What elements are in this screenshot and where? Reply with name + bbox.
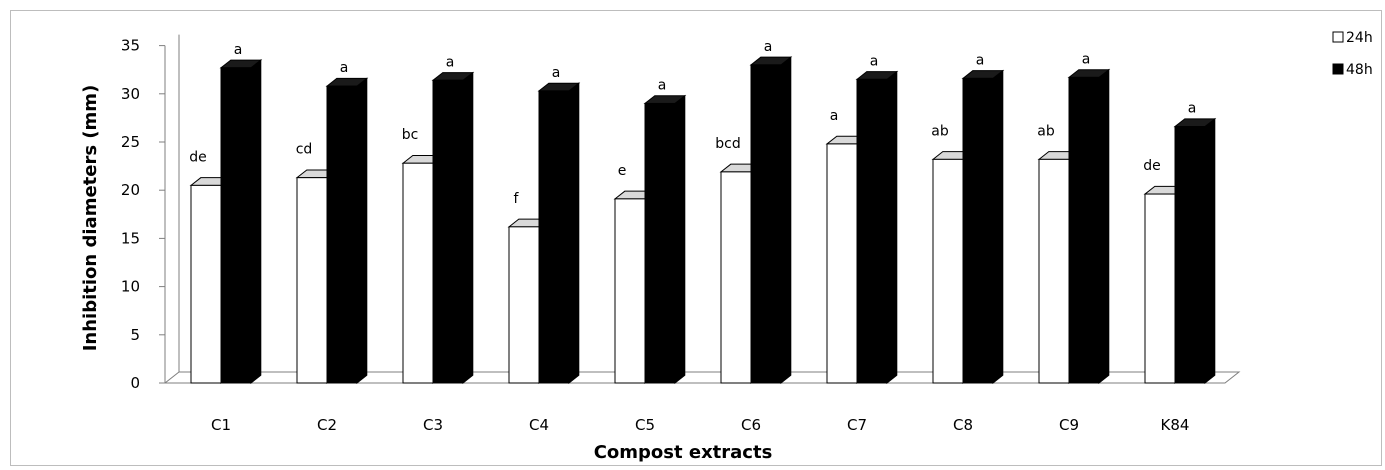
x-tick-label: C8 (953, 416, 973, 434)
x-tick-label: K84 (1161, 416, 1190, 434)
bar-24h (508, 226, 540, 384)
data-label: a (764, 39, 773, 55)
data-label: a (552, 65, 561, 81)
data-label: bcd (715, 136, 740, 152)
bar-side-48h (1204, 117, 1216, 385)
data-label: a (976, 52, 985, 68)
x-tick-label: C7 (847, 416, 867, 434)
bar-side-48h (462, 71, 474, 385)
bar-side-48h (674, 94, 686, 385)
data-label: f (514, 191, 520, 207)
x-tick-label: C9 (1059, 416, 1079, 434)
data-label: de (189, 149, 207, 165)
data-label: a (830, 108, 839, 124)
data-label: a (1082, 51, 1091, 67)
data-label: bc (402, 127, 419, 143)
data-label: de (1143, 158, 1161, 174)
bar-24h (190, 184, 222, 384)
chart-legend: 24h 48h (1332, 30, 1373, 78)
y-tick-label: 35 (121, 37, 140, 55)
x-tick-label: C2 (317, 416, 337, 434)
bar-side-48h (992, 69, 1004, 385)
legend-swatch-24h (1332, 31, 1344, 43)
x-tick-label: C5 (635, 416, 655, 434)
bar-24h (1144, 193, 1176, 384)
data-label: e (618, 163, 627, 179)
bar-24h (932, 158, 964, 384)
data-label: a (870, 53, 879, 69)
y-tick-label: 15 (121, 229, 140, 247)
y-tick-label: 25 (121, 133, 140, 151)
bar-24h (1038, 158, 1070, 384)
x-tick-label: C1 (211, 416, 231, 434)
bar-side-48h (1098, 68, 1110, 385)
data-label: cd (296, 142, 313, 158)
bar-24h (720, 171, 752, 384)
x-tick-label: C3 (423, 416, 443, 434)
bar-48h (750, 64, 782, 384)
bar-side-48h (356, 77, 368, 385)
chart-axes: 0 5 10 15 20 25 30 35 (121, 34, 1241, 392)
x-axis-label: Compost extracts (594, 442, 773, 463)
y-tick-label: 0 (130, 374, 140, 392)
chart-data-labels: C1 de a C2 cd a C3 bc a C4 f a C5 e a C6 bcd a C7 a a C8 ab a C9… (189, 39, 1196, 434)
bar-side-48h (886, 70, 898, 385)
x-tick-label: C6 (741, 416, 761, 434)
bar-48h (1174, 126, 1206, 384)
bar-48h (1068, 76, 1100, 384)
bar-48h (538, 90, 570, 384)
legend-label-48h: 48h (1346, 62, 1373, 78)
bar-48h (220, 67, 252, 384)
bar-48h (432, 79, 464, 384)
bar-24h (402, 162, 434, 384)
data-label: a (1188, 101, 1197, 117)
data-label: ab (1037, 123, 1055, 139)
bar-24h (296, 177, 328, 384)
legend-swatch-48h (1332, 63, 1344, 75)
y-tick-label: 5 (130, 326, 140, 344)
y-tick-label: 30 (121, 85, 140, 103)
bar-48h (644, 102, 676, 384)
y-tick-label: 20 (121, 181, 140, 199)
data-label: a (234, 42, 243, 58)
bar-48h (326, 85, 358, 384)
data-label: a (658, 77, 667, 93)
data-label: a (446, 54, 455, 70)
bar-48h (962, 77, 994, 384)
legend-label-24h: 24h (1346, 30, 1373, 46)
x-tick-label: C4 (529, 416, 549, 434)
bar-48h (856, 78, 888, 384)
bar-side-48h (250, 59, 262, 385)
bar-24h (614, 198, 646, 384)
y-tick-label: 10 (121, 278, 140, 296)
y-axis-label: Inhibition diameters (mm) (80, 85, 101, 352)
bar-side-48h (780, 56, 792, 385)
data-label: a (340, 60, 349, 76)
bar-side-48h (568, 82, 580, 385)
data-label: ab (931, 123, 949, 139)
bar-24h (826, 143, 858, 384)
chart-bars (189, 56, 1217, 385)
